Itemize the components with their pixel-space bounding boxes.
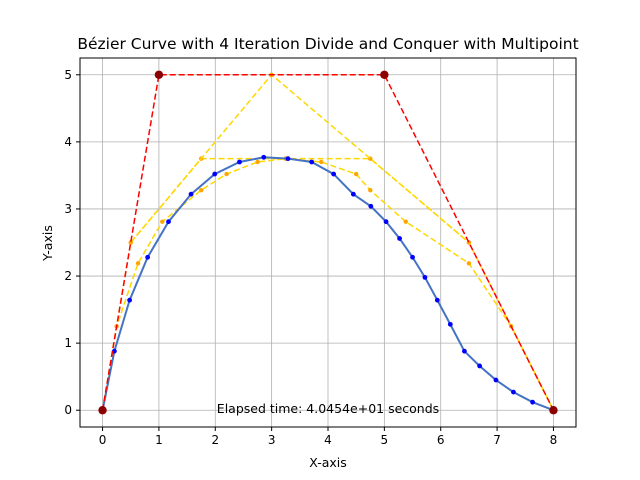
- curve-point: [145, 254, 151, 260]
- curve-point: [383, 219, 389, 225]
- curve-point: [462, 348, 467, 354]
- y-tick-label: 4: [64, 135, 72, 149]
- chart-title: Bézier Curve with 4 Iteration Divide and…: [77, 35, 578, 53]
- construction-point: [160, 219, 165, 224]
- construction-point: [319, 159, 324, 165]
- curve-point: [111, 348, 117, 354]
- x-tick-label: 1: [155, 433, 163, 447]
- curve-point: [422, 274, 428, 280]
- curve-point: [127, 297, 132, 303]
- y-tick-label: 5: [64, 68, 72, 82]
- control-point: [549, 406, 558, 415]
- curve-point: [530, 399, 535, 405]
- curve-line: [101, 156, 554, 412]
- curve-point: [166, 219, 171, 225]
- x-tick-label: 0: [99, 433, 107, 447]
- construction-line: [101, 157, 555, 411]
- x-tick-label: 4: [324, 433, 332, 447]
- construction-point: [224, 171, 229, 177]
- curve-point: [493, 377, 499, 383]
- curve-point: [477, 363, 483, 369]
- curve-point: [285, 156, 291, 162]
- construction-point: [128, 240, 133, 245]
- curve-point: [309, 159, 315, 165]
- control-point: [98, 406, 107, 415]
- grid: [80, 58, 576, 427]
- curve-point: [212, 171, 218, 177]
- curve-point: [447, 321, 453, 327]
- construction-point: [353, 171, 359, 177]
- curve-point: [397, 236, 402, 241]
- y-tick-label: 1: [64, 336, 72, 350]
- curve-point: [331, 171, 337, 177]
- plot-marks: [98, 70, 558, 415]
- curve-point: [237, 159, 242, 165]
- y-tick-label: 3: [64, 202, 72, 216]
- curve-point: [434, 297, 440, 303]
- x-tick-label: 8: [550, 433, 558, 447]
- x-tick-label: 6: [437, 433, 445, 447]
- curve-point: [410, 254, 415, 260]
- construction-point: [135, 261, 141, 266]
- control-point: [380, 70, 389, 79]
- axes: 0 1 2 3 4 5 6 7 8 0 1 2 3 4 5: [64, 57, 577, 447]
- y-axis-label: Y-axis: [40, 225, 55, 262]
- curve-point: [368, 203, 374, 209]
- curve-point: [350, 191, 356, 197]
- chart-annotation: Elapsed time: 4.0454e+01 seconds: [217, 401, 439, 416]
- control-line: [101, 74, 555, 411]
- construction-point: [466, 261, 472, 266]
- x-tick-label: 7: [493, 433, 501, 447]
- curve-point: [261, 154, 267, 160]
- construction-point: [368, 187, 373, 193]
- x-tick-label: 2: [211, 433, 219, 447]
- curve-point: [511, 389, 516, 395]
- control-point: [154, 70, 164, 79]
- y-tick-label: 2: [64, 269, 72, 283]
- construction-point: [255, 159, 260, 165]
- construction-point: [198, 187, 204, 193]
- x-tick-label: 5: [381, 433, 389, 447]
- x-axis-label: X-axis: [309, 455, 347, 470]
- x-tick-label: 3: [268, 433, 276, 447]
- curve-point: [188, 191, 194, 197]
- construction-point: [403, 219, 408, 224]
- y-tick-label: 0: [64, 403, 72, 417]
